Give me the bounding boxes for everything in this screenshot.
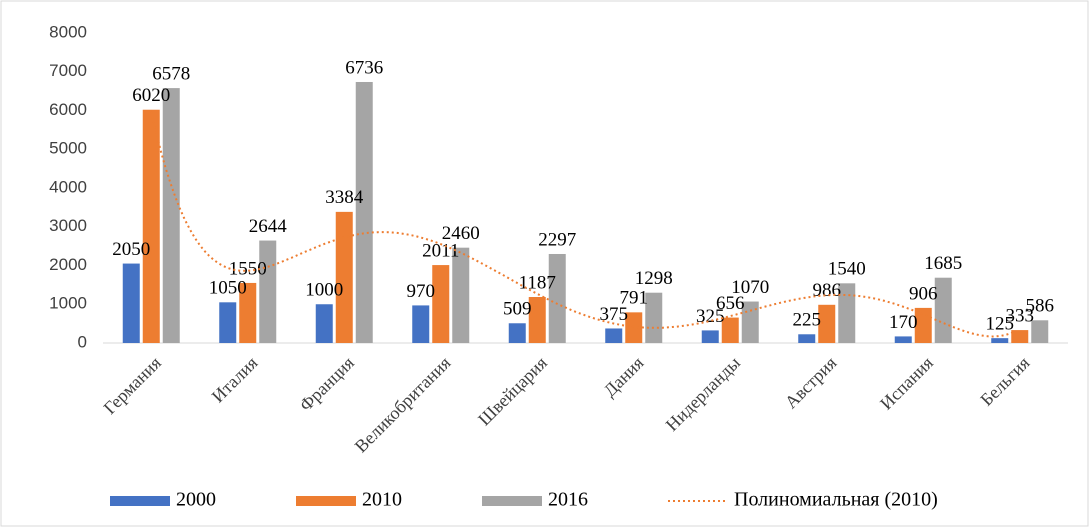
data-label: 6578 [152,63,190,84]
data-label: 3384 [325,187,364,208]
bar [914,307,932,343]
data-label: 333 [1006,305,1035,326]
y-tick-label: 3000 [49,216,87,235]
bar [605,328,623,343]
legend-label: 2016 [548,489,588,511]
legend-swatch [110,496,170,506]
data-label: 2297 [538,229,576,250]
y-tick-label: 2000 [49,255,87,274]
data-label: 2644 [249,216,288,237]
data-label: 225 [793,310,822,331]
y-tick-label: 7000 [49,61,87,80]
bar [528,297,546,343]
bar [452,247,470,343]
data-label: 1540 [828,259,866,280]
bar [259,240,277,343]
y-tick-label: 1000 [49,294,87,313]
bar [122,263,140,343]
data-label: 1000 [305,280,343,301]
data-label: 6736 [345,57,383,78]
bar [162,88,180,343]
legend-label: 2010 [362,489,402,511]
data-label: 1685 [924,253,962,274]
data-label: 1187 [519,272,556,293]
bar [548,253,566,343]
y-tick-label: 0 [78,332,87,351]
bar [1031,320,1049,343]
y-tick-label: 8000 [49,22,87,41]
bar [355,81,373,343]
legend-label: Полиномиальная (2010) [734,489,938,511]
data-label: 170 [889,312,918,333]
data-label: 2011 [422,240,459,261]
bar [239,282,257,343]
y-tick-label: 4000 [49,177,87,196]
bar [701,330,719,343]
data-label: 1070 [731,277,769,298]
data-label: 586 [1026,296,1055,317]
bar [894,336,912,343]
bar [991,338,1009,343]
data-label: 2460 [442,223,480,244]
data-label: 2050 [112,239,150,260]
data-label: 1550 [229,258,267,279]
bar [1011,330,1029,343]
bar [645,292,663,343]
bar [315,304,333,343]
legend-label: 2000 [176,489,216,511]
data-label: 791 [620,288,649,309]
data-label: 1050 [209,278,247,299]
legend-swatch [296,496,356,506]
bar [432,265,450,343]
bar [818,304,836,343]
data-label: 6020 [132,85,170,106]
data-label: 509 [503,299,532,320]
bar [142,109,160,343]
bar [219,302,237,343]
bar [838,283,856,343]
data-label: 906 [909,283,938,304]
legend-swatch [482,496,542,506]
data-label: 656 [716,293,745,314]
data-label: 125 [986,314,1015,335]
bar [508,323,526,343]
y-tick-label: 5000 [49,139,87,158]
bar [335,211,353,343]
bar [721,317,739,343]
bar [412,305,430,343]
data-label: 1298 [635,268,673,289]
data-label: 375 [600,304,629,325]
data-label: 986 [813,280,842,301]
bar [934,277,952,343]
data-label: 970 [407,281,436,302]
bar [798,334,816,343]
y-tick-label: 6000 [49,100,87,119]
